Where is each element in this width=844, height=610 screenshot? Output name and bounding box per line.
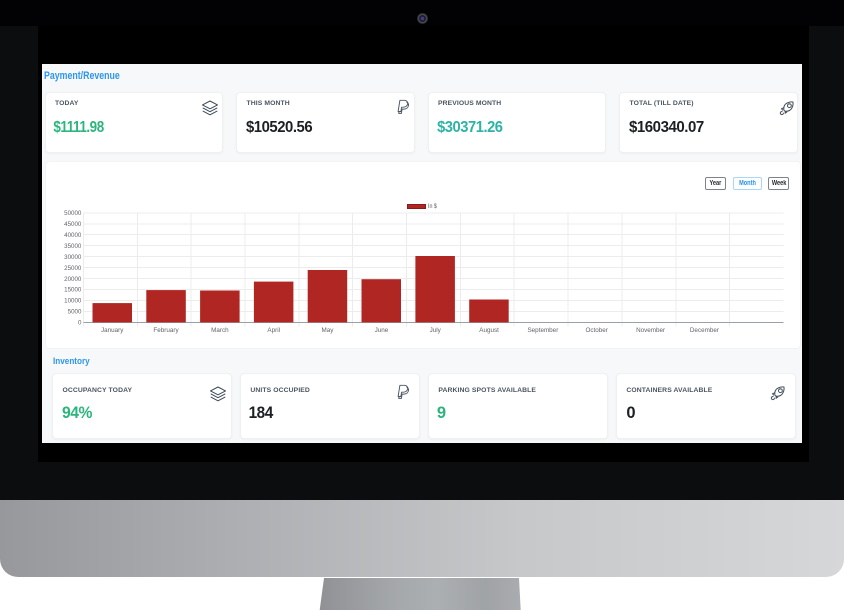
svg-text:50000: 50000 bbox=[64, 210, 82, 217]
svg-text:June: June bbox=[374, 327, 388, 334]
svg-text:30000: 30000 bbox=[64, 254, 82, 261]
svg-text:20000: 20000 bbox=[64, 276, 82, 283]
svg-text:September: September bbox=[527, 327, 558, 334]
svg-text:July: July bbox=[429, 327, 441, 334]
svg-text:November: November bbox=[636, 327, 665, 334]
svg-text:March: March bbox=[211, 327, 229, 334]
svg-text:5000: 5000 bbox=[67, 309, 81, 316]
svg-text:15000: 15000 bbox=[64, 287, 82, 294]
svg-text:May: May bbox=[321, 327, 334, 334]
svg-text:35000: 35000 bbox=[64, 243, 82, 250]
svg-text:10000: 10000 bbox=[64, 298, 82, 305]
svg-text:December: December bbox=[689, 327, 718, 334]
svg-text:October: October bbox=[585, 327, 607, 334]
svg-text:April: April bbox=[267, 327, 280, 334]
svg-text:January: January bbox=[101, 327, 124, 334]
svg-text:40000: 40000 bbox=[64, 232, 82, 239]
svg-text:45000: 45000 bbox=[64, 221, 82, 228]
svg-text:February: February bbox=[153, 327, 179, 334]
svg-text:25000: 25000 bbox=[64, 265, 82, 272]
svg-text:August: August bbox=[479, 327, 499, 334]
svg-text:0: 0 bbox=[78, 320, 82, 327]
